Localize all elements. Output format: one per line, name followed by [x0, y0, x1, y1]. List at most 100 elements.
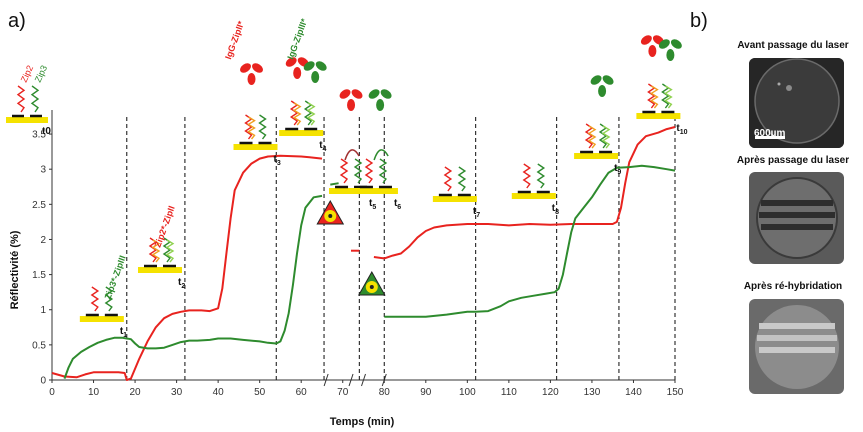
t10-lightgreen-strand: [664, 85, 673, 109]
y-tick-label: 1: [40, 305, 46, 316]
antibody-arm: [368, 89, 380, 99]
release-arrow-red: [344, 149, 360, 161]
t10-chip: [636, 113, 681, 119]
y-tick-label: 2: [40, 235, 46, 246]
t0-red-strand: [16, 85, 26, 113]
t5-green-strand: [353, 158, 363, 184]
red-antibody-icon: [285, 57, 309, 79]
release-arrow-green: [373, 149, 389, 161]
x-tick-label: 120: [542, 387, 559, 398]
micrograph-after-laser-image: [749, 172, 844, 264]
t2-chip: [137, 267, 182, 273]
reflectivity-chart: 0 10 20 30 40 50 60 70 80 90 100 110 120 130 140 15000.…: [6, 17, 688, 428]
panel-b-label: b): [690, 10, 708, 32]
axis-break-mark: [348, 373, 354, 387]
t2-orange-strand: [151, 239, 161, 263]
t8-chip: [511, 193, 556, 199]
scale-bar-label: 600µm: [754, 128, 786, 139]
t1-chip: [79, 316, 124, 322]
x-tick-label: 90: [420, 387, 432, 398]
t9-orange-strand: [587, 125, 597, 149]
time-marker-label: t10: [676, 123, 687, 136]
t10-orange-strand: [650, 85, 659, 109]
micrograph-before: [749, 58, 844, 148]
time-marker-sub: 1: [123, 332, 127, 339]
igg-zipII-label: IgG-ZipII*: [223, 19, 246, 60]
antibody-arm: [658, 39, 670, 49]
laser-core: [328, 214, 333, 218]
y-tick-label: 0.5: [32, 340, 46, 351]
axis-break-mark: [323, 373, 329, 387]
y-tick-label: 0: [40, 376, 46, 387]
time-marker-sub: 8: [555, 209, 559, 216]
zip3-hybridization-label: Zip3*-ZipIII: [103, 254, 128, 301]
x-tick-label: 150: [667, 387, 684, 398]
time-marker-letter: t: [369, 198, 373, 209]
t1-green-strand: [104, 286, 114, 312]
time-marker-sub: 9: [617, 169, 621, 176]
time-marker-sub: 5: [372, 204, 376, 211]
x-tick-label: 20: [130, 387, 142, 398]
time-marker-sub: 6: [397, 204, 401, 211]
time-marker-sub: 10: [680, 129, 688, 136]
antibody-stem: [666, 49, 675, 61]
x-tick-label: 130: [584, 387, 601, 398]
time-marker-letter: t: [676, 123, 680, 134]
t9-chip: [574, 153, 619, 159]
green-antibody-icon: [658, 39, 682, 61]
t4-chip: [279, 130, 324, 136]
image-title-before: Avant passage du laser: [737, 40, 849, 51]
igg-zipIII-label: IgG-ZipIII*: [285, 17, 309, 61]
antibody-arm: [590, 75, 602, 85]
time-marker-letter: t: [274, 154, 278, 165]
x-tick-label: 0: [49, 387, 55, 398]
time-marker-sub: 4: [323, 146, 327, 153]
time-marker-sub: 3: [277, 160, 281, 167]
x-tick-label: 60: [296, 387, 308, 398]
t4-orange-strand: [292, 102, 302, 126]
antibody-stem: [347, 99, 356, 111]
laser-core: [369, 285, 374, 289]
time-marker-letter: t: [614, 163, 618, 174]
antibody-arm: [380, 89, 392, 99]
antibody-stem: [648, 45, 657, 57]
antibody-arm: [351, 89, 363, 99]
t7-red-strand: [443, 166, 453, 192]
x-axis-label: Temps (min): [330, 416, 395, 428]
time-marker-letter: t: [473, 206, 477, 217]
green-series-line: [330, 182, 339, 186]
antibody-arm: [670, 39, 682, 49]
time-marker-label: t3: [274, 154, 281, 167]
time-marker-label: t7: [473, 206, 480, 219]
laser-warning-icon-green: [357, 270, 386, 296]
image-title-after-rehybridation: Après ré-hybridation: [743, 281, 843, 292]
antibody-stem: [247, 73, 256, 85]
t1-red-strand: [90, 286, 100, 312]
zip3-label: Zip3: [33, 64, 49, 84]
time-marker-label: t9: [614, 163, 621, 176]
t2-lightgreen-strand: [165, 239, 175, 263]
t8-green-strand: [536, 163, 546, 189]
t6-green-strand: [378, 158, 388, 184]
antibody-arm: [315, 61, 327, 71]
x-tick-label: 50: [254, 387, 266, 398]
time-marker-letter: t: [120, 326, 124, 337]
antibody-arm: [602, 75, 614, 85]
t3-chip: [233, 144, 278, 150]
x-tick-label: 140: [625, 387, 642, 398]
time-marker-letter: t: [319, 140, 323, 151]
green-antibody-icon: [303, 61, 327, 83]
antibody-stem: [376, 99, 385, 111]
antibody-arm: [640, 35, 652, 45]
t0-label: t0: [42, 126, 51, 137]
y-tick-label: 1.5: [32, 270, 46, 281]
time-marker-letter: t: [552, 203, 556, 214]
y-axis-label: Réflectivité (%): [9, 230, 21, 309]
antibody-stem: [311, 71, 320, 83]
time-marker-label: t8: [552, 203, 559, 216]
time-marker-letter: t: [178, 277, 182, 288]
released-green-antibody-icon: [368, 89, 392, 111]
time-marker-letter: t: [394, 198, 398, 209]
antibody-stem: [598, 85, 607, 97]
t0-green-strand: [30, 85, 40, 113]
